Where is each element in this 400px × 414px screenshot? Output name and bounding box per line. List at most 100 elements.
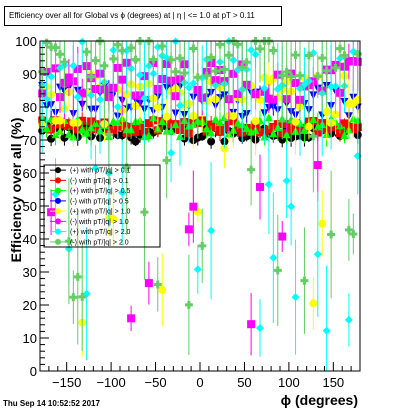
data-point: [153, 280, 162, 289]
data-point: [322, 326, 331, 335]
data-point: [78, 125, 87, 134]
data-point: [189, 79, 198, 88]
data-point: [69, 293, 78, 302]
y-tick-label: 100: [15, 34, 37, 49]
x-tick-label: 100: [278, 375, 300, 390]
data-point: [202, 71, 211, 80]
data-point: [158, 285, 167, 294]
y-tick-label: 80: [23, 100, 37, 115]
data-point: [340, 119, 349, 128]
data-point: [64, 73, 73, 82]
data-point: [282, 68, 291, 77]
legend-marker: [55, 177, 61, 184]
data-point: [47, 208, 56, 217]
data-point: [340, 130, 349, 139]
legend-entry: (-) with pT/|q| > 1.0: [50, 218, 129, 226]
data-point: [318, 219, 327, 228]
data-point: [216, 40, 224, 49]
data-point: [193, 265, 202, 274]
data-point: [207, 137, 216, 146]
y-tick-label: 10: [23, 331, 37, 346]
data-point: [176, 54, 184, 63]
legend-marker: [55, 228, 61, 235]
data-point: [331, 110, 340, 119]
data-point: [127, 43, 136, 52]
data-point: [309, 132, 318, 141]
data-point: [287, 72, 296, 81]
data-point: [162, 156, 171, 165]
data-point: [291, 117, 300, 126]
data-point: [131, 55, 140, 64]
data-point: [278, 71, 287, 80]
data-point: [202, 124, 211, 133]
data-point: [122, 46, 131, 55]
data-point: [51, 43, 60, 52]
data-point: [264, 180, 273, 189]
legend-marker: [55, 238, 61, 245]
x-tick-label: 0: [196, 375, 203, 390]
data-point: [60, 57, 69, 66]
data-point: [238, 63, 247, 72]
data-point: [207, 226, 216, 235]
data-point: [82, 47, 91, 56]
data-point: [264, 94, 273, 103]
legend-entry: (-) with pT/|q| > 2.0: [50, 238, 129, 246]
data-point: [109, 126, 118, 135]
data-point: [273, 85, 282, 94]
data-point: [91, 56, 100, 65]
x-tick-label: 50: [237, 375, 251, 390]
data-point: [247, 46, 256, 55]
data-point: [304, 51, 313, 60]
y-tick-label: 0: [30, 364, 37, 379]
data-point: [291, 293, 300, 302]
legend-marker: [55, 218, 61, 225]
data-point: [247, 165, 256, 174]
data-point: [256, 323, 264, 332]
data-point: [211, 67, 220, 76]
legend-entry: (+) with pT/|q| > 0.1: [50, 167, 131, 175]
data-point: [327, 230, 336, 239]
legend-marker: [55, 208, 61, 215]
legend-label: (+) with pT/|q| > 1.0: [70, 209, 131, 216]
data-point: [73, 93, 82, 102]
data-point: [189, 44, 198, 53]
data-point: [56, 50, 64, 59]
data-point: [91, 164, 100, 173]
y-tick-label: 70: [23, 133, 37, 148]
data-point: [269, 95, 278, 104]
data-point: [184, 225, 193, 234]
data-point: [189, 202, 198, 211]
data-point: [158, 117, 167, 126]
legend-label: (-) with pT/|q| > 0.5: [70, 198, 129, 205]
data-point: [73, 272, 82, 281]
data-point: [269, 46, 278, 55]
data-point: [149, 55, 158, 64]
y-tick-label: 90: [23, 67, 37, 82]
axis-layer: 0 10 20 30 40 50 60 70 80 90 100 −150 −100 −50 0 50 100 1…: [15, 34, 361, 390]
legend-label: (-) with pT/|q| > 0.1: [70, 178, 129, 185]
legend-label: (-) with pT/|q| > 1.0: [70, 219, 129, 226]
data-layer: [38, 37, 362, 371]
data-point: [322, 66, 331, 75]
data-point: [264, 125, 273, 134]
legend-marker: [55, 187, 61, 194]
legend-layer: (+) with pT/|q| > 0.1 (-) with pT/|q| > 0…: [43, 164, 161, 248]
data-point: [291, 51, 300, 60]
data-point: [113, 40, 122, 49]
data-point: [344, 57, 353, 66]
data-point: [229, 112, 238, 121]
data-point: [282, 176, 291, 185]
legend-entry: (-) with pT/|q| > 0.1: [50, 177, 129, 185]
data-point: [309, 299, 318, 308]
data-point: [278, 232, 287, 241]
data-point: [78, 116, 87, 125]
data-point: [198, 241, 207, 250]
data-point: [242, 124, 251, 133]
data-point: [100, 61, 109, 70]
data-point: [327, 82, 336, 91]
data-point: [336, 44, 344, 53]
y-tick-label: 60: [23, 166, 37, 181]
data-point: [300, 125, 309, 134]
data-point: [87, 72, 96, 81]
